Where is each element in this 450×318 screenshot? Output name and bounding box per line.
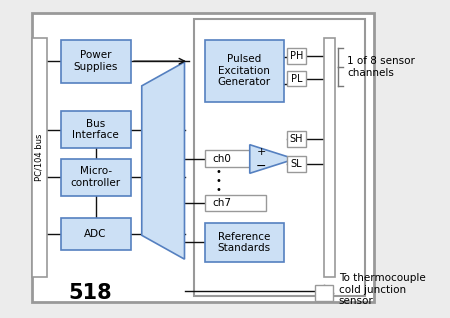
Bar xyxy=(287,71,306,86)
Bar xyxy=(205,223,284,262)
Bar xyxy=(32,13,374,302)
Polygon shape xyxy=(142,62,184,259)
Text: •
•
•: • • • xyxy=(215,167,221,195)
Bar xyxy=(32,38,47,277)
Bar xyxy=(61,159,130,196)
Text: ch0: ch0 xyxy=(213,154,232,163)
Text: −: − xyxy=(256,160,266,173)
Polygon shape xyxy=(250,145,295,173)
Bar xyxy=(61,111,130,148)
Bar xyxy=(194,19,364,296)
Bar xyxy=(287,48,306,64)
Text: SH: SH xyxy=(290,134,303,144)
Text: 1 of 8 sensor
channels: 1 of 8 sensor channels xyxy=(347,56,415,78)
Text: Bus
Interface: Bus Interface xyxy=(72,119,119,140)
Text: ch7: ch7 xyxy=(213,198,232,208)
Text: Micro-
controller: Micro- controller xyxy=(71,167,121,188)
Bar xyxy=(61,40,130,83)
Text: PL: PL xyxy=(291,73,302,84)
Text: Pulsed
Excitation
Generator: Pulsed Excitation Generator xyxy=(217,54,271,87)
Text: ADC: ADC xyxy=(85,229,107,239)
Text: To thermocouple
cold junction
sensor: To thermocouple cold junction sensor xyxy=(339,273,426,306)
Text: Power
Supplies: Power Supplies xyxy=(73,51,118,72)
Text: Reference
Standards: Reference Standards xyxy=(217,232,271,253)
Text: 518: 518 xyxy=(68,283,112,302)
Text: PC/104 bus: PC/104 bus xyxy=(35,134,44,181)
Bar xyxy=(205,150,266,167)
Bar xyxy=(61,218,130,250)
Text: SL: SL xyxy=(291,159,302,169)
Bar xyxy=(205,40,284,102)
Bar xyxy=(205,195,266,211)
Text: +: + xyxy=(256,147,266,157)
Text: PH: PH xyxy=(290,51,303,61)
Bar xyxy=(287,156,306,172)
Bar xyxy=(315,285,333,301)
Bar xyxy=(324,38,335,277)
Bar xyxy=(287,131,306,147)
